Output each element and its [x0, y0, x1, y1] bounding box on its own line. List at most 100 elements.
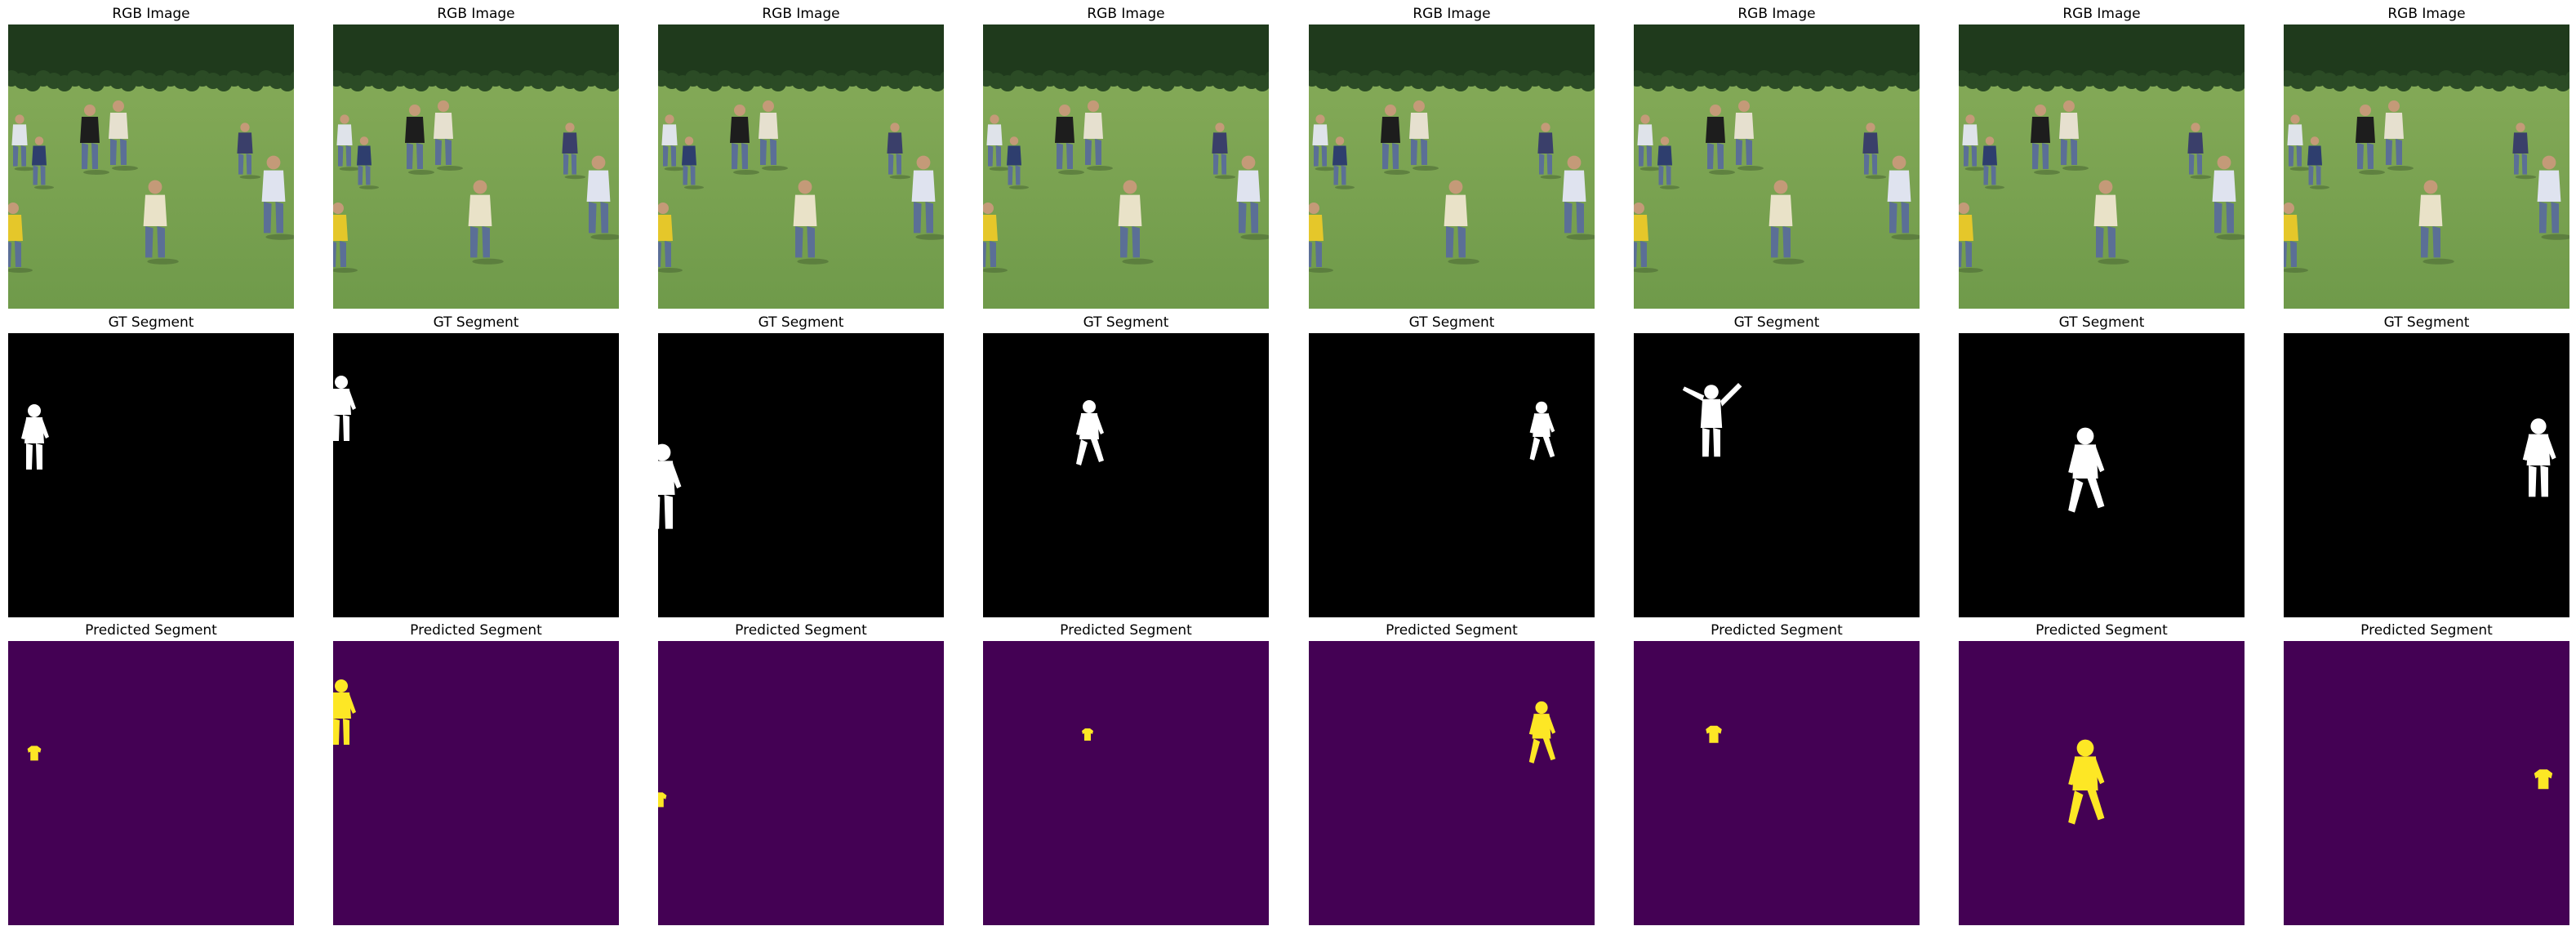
child-right — [562, 122, 586, 180]
predicted-segment-panel — [1959, 641, 2245, 925]
mask-background — [983, 333, 1269, 617]
gt-segment-title: GT Segment — [2383, 314, 2470, 331]
predicted-segment-title: Predicted Segment — [410, 622, 542, 639]
rgb-image-panel — [1309, 24, 1595, 309]
child-right — [237, 122, 261, 180]
rgb-image-panel — [333, 24, 619, 309]
predicted-mask-person — [2534, 769, 2553, 790]
child-right — [1862, 122, 1887, 180]
predicted-segment-panel — [8, 641, 294, 925]
gt-segment-canvas — [1959, 333, 2245, 617]
gt-segment-title: GT Segment — [1408, 314, 1495, 331]
child-blue — [1332, 136, 1355, 189]
rgb-image-panel — [1634, 24, 1920, 309]
mask-background — [1309, 333, 1595, 617]
gt-mask-person — [21, 404, 49, 470]
child-dark-shirt — [2356, 105, 2385, 175]
child-yellow — [333, 203, 358, 273]
predicted-segment-title: Predicted Segment — [1060, 622, 1192, 639]
child-center — [143, 180, 179, 265]
child-yellow — [1634, 203, 1658, 273]
predicted-segment-panel — [333, 641, 619, 925]
gt-segment-canvas — [983, 333, 1269, 617]
gt-mask-person — [1076, 400, 1104, 465]
child-left — [336, 114, 361, 171]
child-yellow — [1959, 203, 1983, 273]
gt-segment-panel — [1634, 333, 1920, 617]
gt-segment-panel — [333, 333, 619, 617]
child-right — [2187, 122, 2212, 180]
child-dark-shirt — [1055, 105, 1084, 175]
mask-background — [333, 641, 619, 925]
gt-segment-panel — [1309, 333, 1595, 617]
rgb-image-title: RGB Image — [437, 6, 515, 22]
child-blue — [682, 136, 704, 189]
gt-mask-person — [1682, 383, 1742, 457]
gt-mask-person — [2068, 427, 2105, 513]
rgb-image-panel — [2284, 24, 2569, 309]
child-light-shirt — [1734, 100, 1764, 171]
child-dark-shirt — [405, 105, 434, 175]
child-far-right — [911, 155, 944, 240]
child-yellow — [2284, 203, 2308, 273]
child-dark-shirt — [1706, 105, 1735, 175]
predicted-mask-person — [333, 679, 356, 745]
gt-segment-title: GT Segment — [758, 314, 844, 331]
gt-mask-person — [333, 376, 356, 441]
child-far-right — [2537, 155, 2569, 240]
child-center — [1118, 180, 1154, 265]
child-left — [661, 114, 686, 171]
child-left — [986, 114, 1011, 171]
rgb-image-title: RGB Image — [2387, 6, 2466, 22]
child-left — [11, 114, 36, 171]
rgb-image-canvas — [1634, 24, 1920, 309]
child-dark-shirt — [80, 105, 109, 175]
mask-background — [2284, 641, 2569, 925]
child-light-shirt — [759, 100, 788, 171]
gt-segment-title: GT Segment — [1733, 314, 1820, 331]
child-blue — [32, 136, 54, 189]
predicted-segment-title: Predicted Segment — [85, 622, 217, 639]
mask-background — [1959, 333, 2245, 617]
child-yellow — [658, 203, 683, 273]
gt-segment-canvas — [8, 333, 294, 617]
predicted-segment-canvas — [1309, 641, 1595, 925]
predicted-segment-panel — [1309, 641, 1595, 925]
predicted-mask-person — [1082, 728, 1093, 741]
gt-segment-canvas — [1634, 333, 1920, 617]
gt-mask-person — [658, 443, 682, 529]
predicted-segment-title: Predicted Segment — [2035, 622, 2168, 639]
predicted-segment-title: Predicted Segment — [735, 622, 867, 639]
gt-segment-canvas — [1309, 333, 1595, 617]
predicted-segment-canvas — [1634, 641, 1920, 925]
rgb-image-title: RGB Image — [112, 6, 190, 22]
child-dark-shirt — [1381, 105, 1410, 175]
child-left — [1312, 114, 1337, 171]
predicted-mask-person — [658, 792, 667, 808]
predicted-segment-canvas — [333, 641, 619, 925]
predicted-segment-panel — [2284, 641, 2569, 925]
child-light-shirt — [1083, 100, 1113, 171]
rgb-image-canvas — [333, 24, 619, 309]
rgb-image-panel — [8, 24, 294, 309]
child-blue — [1982, 136, 2004, 189]
child-blue — [1657, 136, 1680, 189]
predicted-segment-canvas — [658, 641, 944, 925]
child-yellow — [8, 203, 33, 273]
predicted-segment-canvas — [1959, 641, 2245, 925]
mask-background — [8, 641, 294, 925]
predicted-segment-canvas — [8, 641, 294, 925]
child-right — [887, 122, 911, 180]
child-right — [1537, 122, 1562, 180]
gt-segment-title: GT Segment — [1083, 314, 1169, 331]
child-light-shirt — [434, 100, 463, 171]
child-far-right — [2212, 155, 2245, 240]
mask-background — [1634, 641, 1920, 925]
rgb-image-panel — [658, 24, 944, 309]
child-right — [2512, 122, 2537, 180]
child-dark-shirt — [2031, 105, 2060, 175]
gt-segment-canvas — [2284, 333, 2569, 617]
predicted-mask-person — [27, 746, 42, 761]
child-blue — [357, 136, 379, 189]
gt-segment-panel — [8, 333, 294, 617]
